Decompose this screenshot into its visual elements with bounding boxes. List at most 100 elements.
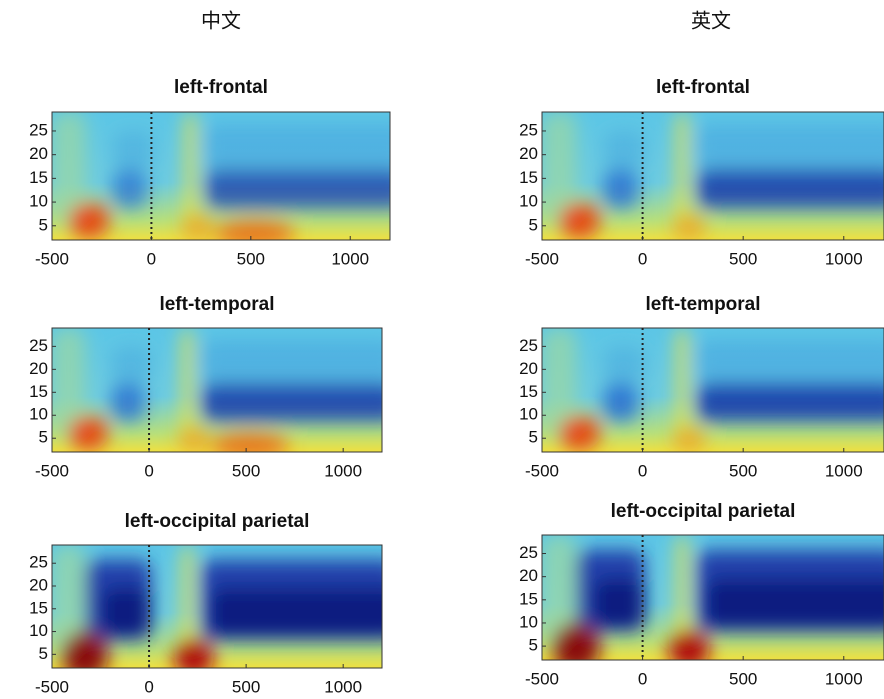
blob — [603, 131, 645, 170]
x-tick-label: 0 — [144, 461, 153, 480]
blob — [182, 328, 193, 440]
plot-frame — [51, 544, 383, 669]
y-tick-label: 10 — [519, 612, 538, 631]
blob — [542, 535, 577, 642]
blob — [200, 340, 382, 384]
y-tick-label: 10 — [29, 621, 48, 640]
blob — [111, 383, 145, 421]
blob — [101, 588, 151, 638]
column-header: 中文 — [201, 9, 241, 32]
y-tick-label: 15 — [519, 168, 538, 187]
heatmap-image — [52, 328, 382, 452]
y-tick-label: 25 — [519, 120, 538, 139]
x-tick-label: 500 — [232, 461, 260, 480]
blob — [68, 416, 109, 451]
blob — [180, 214, 215, 240]
blob — [174, 638, 214, 668]
blob — [559, 202, 601, 239]
x-tick-label: 500 — [729, 249, 757, 268]
panel-title: left-temporal — [159, 294, 274, 315]
x-tick-label: 1000 — [331, 249, 369, 268]
y-tick-label: 5 — [529, 636, 538, 655]
x-tick-label: 1000 — [324, 461, 362, 480]
blob — [677, 328, 688, 440]
x-tick-label: 0 — [638, 461, 647, 480]
blob — [603, 383, 638, 421]
y-tick-label: 15 — [29, 382, 48, 401]
x-tick-label: -500 — [35, 461, 69, 480]
blob — [695, 383, 884, 421]
x-tick-label: -500 — [525, 461, 559, 480]
blob — [210, 433, 290, 452]
blob — [182, 545, 193, 656]
heatmap-blobs — [52, 112, 390, 240]
x-tick-label: 500 — [729, 669, 757, 688]
blob — [52, 545, 85, 650]
blob — [52, 112, 86, 221]
blob — [210, 588, 382, 638]
x-tick-label: 500 — [237, 249, 265, 268]
blob — [706, 578, 884, 629]
y-tick-label: 10 — [519, 192, 538, 211]
y-tick-label: 20 — [519, 566, 538, 585]
blob — [677, 112, 688, 228]
x-tick-label: 1000 — [825, 249, 863, 268]
heatmap-blobs — [52, 328, 382, 452]
x-tick-label: 0 — [638, 249, 647, 268]
y-tick-label: 20 — [29, 359, 48, 378]
panel-title: left-occipital parietal — [125, 511, 310, 532]
x-tick-label: -500 — [525, 669, 559, 688]
heatmap-blobs — [542, 535, 884, 660]
blob — [214, 220, 296, 240]
blob — [111, 346, 151, 384]
y-tick-label: 5 — [529, 428, 538, 447]
blob — [177, 427, 211, 452]
plot-frame — [541, 111, 884, 241]
y-tick-label: 25 — [519, 543, 538, 562]
x-tick-label: 0 — [638, 669, 647, 688]
blob — [593, 578, 645, 629]
blob — [61, 631, 109, 668]
heatmap-image — [542, 535, 884, 660]
plot-frame — [541, 534, 884, 661]
blob — [185, 112, 196, 228]
y-tick-label: 10 — [519, 405, 538, 424]
blob — [552, 622, 601, 660]
heatmap-image — [52, 545, 382, 668]
x-tick-label: -500 — [525, 249, 559, 268]
x-tick-label: 1000 — [825, 669, 863, 688]
heatmap-blobs — [52, 545, 382, 668]
heatmap-blobs — [542, 112, 884, 240]
panel-title: left-frontal — [174, 77, 268, 98]
blob — [668, 630, 710, 660]
blob — [204, 124, 390, 170]
plot-frame — [51, 111, 391, 241]
plot-frame — [541, 327, 884, 453]
panel-title: left-temporal — [645, 294, 760, 315]
x-tick-label: 0 — [144, 677, 153, 696]
blob — [204, 169, 390, 208]
y-tick-label: 5 — [39, 428, 48, 447]
blob — [677, 535, 688, 648]
x-tick-label: 1000 — [825, 461, 863, 480]
y-tick-label: 15 — [519, 382, 538, 401]
y-tick-label: 15 — [29, 598, 48, 617]
blob — [671, 214, 707, 240]
blob — [695, 340, 884, 384]
y-tick-label: 20 — [29, 575, 48, 594]
y-tick-label: 5 — [529, 215, 538, 234]
blob — [695, 169, 884, 208]
y-tick-label: 25 — [29, 120, 48, 139]
y-tick-label: 15 — [29, 168, 48, 187]
blob — [559, 416, 601, 451]
heatmap-image — [542, 328, 884, 452]
blob — [603, 346, 645, 384]
x-tick-label: -500 — [35, 677, 69, 696]
y-tick-label: 25 — [519, 336, 538, 355]
heatmap-blobs — [542, 328, 884, 452]
heatmap-image — [542, 112, 884, 240]
column-header: 英文 — [691, 9, 731, 32]
y-tick-label: 20 — [519, 144, 538, 163]
plot-frame — [51, 327, 383, 453]
